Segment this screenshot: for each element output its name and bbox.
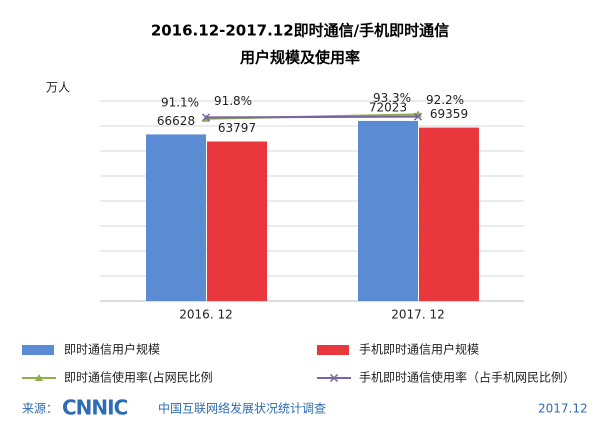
legend-item: 手机即时通信用户规模 [317, 342, 479, 357]
data-label: 93.3% [373, 91, 411, 105]
line [205, 115, 419, 119]
legend-item: 即时通信用户规模 [22, 342, 160, 357]
survey-name: 中国互联网络发展状况统计调查 [158, 401, 326, 416]
legend-label: 即时通信使用率(占网民比例 [64, 370, 213, 385]
bar [146, 134, 206, 301]
chart-title: 2016.12-2017.12即时通信/手机即时通信 [151, 22, 449, 40]
data-label: 63797 [218, 121, 256, 135]
data-label: 72023 [369, 100, 407, 114]
date: 2017.12 [538, 402, 588, 416]
data-label: 66628 [157, 114, 195, 128]
data-label: 69359 [430, 107, 468, 121]
data-label: 91.1% [161, 95, 199, 109]
line-series: 91.8% 92.2% [201, 93, 464, 122]
data-label: 92.2% [426, 93, 464, 107]
legend-marker [329, 373, 339, 383]
bar [419, 127, 479, 301]
legend-label: 手机即时通信使用率（占手机网民比例） [359, 370, 575, 385]
data-label: 91.8% [214, 94, 252, 108]
y-axis-label: 万人 [46, 81, 70, 95]
footer: 来源： CNNIC 中国互联网络发展状况统计调查 2017.12 [22, 396, 588, 420]
legend-swatch [317, 345, 349, 355]
legend-item: 即时通信使用率(占网民比例 [22, 370, 213, 385]
x-tick-label: 2016. 12 [179, 308, 232, 322]
legend-item: 手机即时通信使用率（占手机网民比例） [317, 370, 575, 385]
logo: CNNIC [62, 396, 128, 420]
x-tick-label: 2017. 12 [391, 308, 444, 322]
chart-subtitle: 用户规模及使用率 [240, 49, 360, 67]
source-label: 来源： [22, 402, 58, 416]
bar [207, 141, 267, 301]
legend-label: 手机即时通信用户规模 [359, 342, 479, 357]
marker [201, 113, 211, 122]
marker [413, 112, 423, 121]
bar [358, 120, 418, 301]
legend-label: 即时通信用户规模 [64, 342, 160, 357]
legend-swatch [22, 345, 54, 355]
legend-marker [35, 374, 43, 381]
